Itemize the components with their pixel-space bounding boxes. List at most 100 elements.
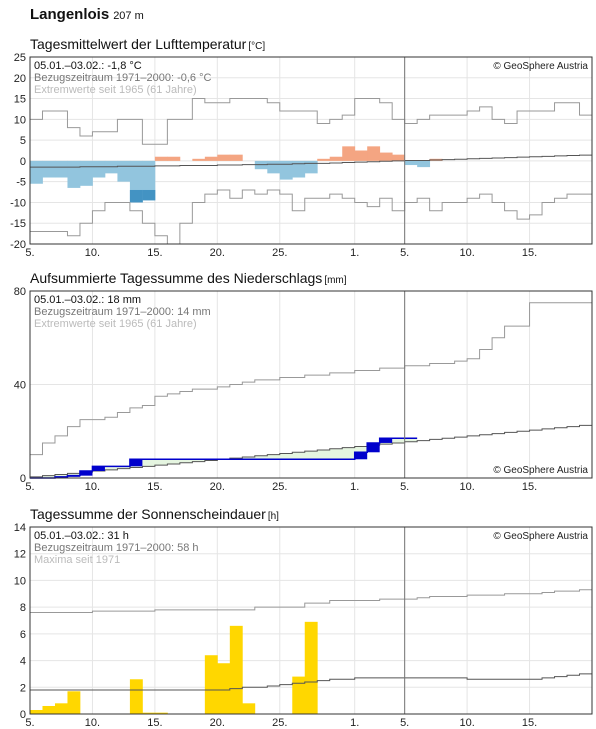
sun-legend-1: Bezugszeitraum 1971–2000: 58 h xyxy=(34,542,199,554)
temp-bar xyxy=(329,156,343,161)
temp-bar xyxy=(392,154,406,161)
temp-bar xyxy=(354,150,368,161)
precip-legend-0: 05.01.–03.02.: 18 mm xyxy=(34,294,141,306)
sun-x-tick-label: 10. xyxy=(459,717,474,729)
temp-bar xyxy=(417,160,431,168)
temp-bar xyxy=(92,160,106,178)
sun-y-tick-label: 14 xyxy=(14,522,26,534)
temp-x-tick-label: 5. xyxy=(400,247,409,259)
temp-bar xyxy=(342,146,356,161)
sun-bar xyxy=(229,625,243,714)
precip-y-tick-label: 80 xyxy=(14,286,26,298)
precip-daily-block xyxy=(54,476,68,478)
precip-daily-block xyxy=(92,466,105,471)
precip-reference-line xyxy=(30,424,592,478)
temp-bar xyxy=(279,160,293,180)
temp-credit: © GeoSphere Austria xyxy=(493,61,588,72)
temperature-chart: -20 -15 -10 -5 0 5 10 15 20 25 5. 10. 15. 20. 25. 1. 5. 1… xyxy=(10,52,593,259)
temp-legend-1: Bezugszeitraum 1971–2000: -0,6 °C xyxy=(34,72,212,84)
sunshine-chart: 0 2 4 6 8 10 12 14 5. 10. 15. 20. 25. 1. 5. 10. 15. 05.01… xyxy=(14,522,593,729)
temp-bar xyxy=(117,160,131,182)
sun-bar xyxy=(292,676,306,714)
temp-bar xyxy=(204,156,218,161)
sun-bar xyxy=(154,712,168,714)
sun-y-tick-label: 12 xyxy=(14,549,26,561)
temp-bar-extreme xyxy=(129,189,143,203)
sun-credit: © GeoSphere Austria xyxy=(493,531,588,542)
precip-x-tick-label: 5. xyxy=(25,481,34,493)
temp-x-tick-label: 25. xyxy=(272,247,287,259)
station-altitude: 207 m xyxy=(113,10,144,22)
temp-y-tick-label: 10 xyxy=(14,114,26,126)
temp-bar xyxy=(217,154,231,161)
temp-x-tick-label: 10. xyxy=(459,247,474,259)
sun-y-tick-label: 10 xyxy=(14,575,26,587)
precipitation-title-text: Aufsummierte Tagessumme des Niederschlag… xyxy=(30,270,323,286)
sunshine-unit: [h] xyxy=(267,511,279,522)
temp-bar xyxy=(379,152,393,161)
temp-bar xyxy=(229,154,243,161)
sun-x-tick-label: 15. xyxy=(522,717,537,729)
precip-y-tick-label: 40 xyxy=(14,380,26,392)
temp-bar xyxy=(54,160,68,178)
sun-y-tick-label: 0 xyxy=(20,709,26,721)
temp-extreme-min-line xyxy=(30,189,592,245)
sunshine-title-text: Tagessumme der Sonnenscheindauer xyxy=(30,506,266,522)
temp-y-tick-label: -15 xyxy=(10,218,26,230)
sun-reference-line xyxy=(30,673,592,691)
precip-x-tick-label: 10. xyxy=(459,481,474,493)
precip-daily-block xyxy=(79,470,93,476)
temp-legend-2: Extremwerte seit 1965 (61 Jahre) xyxy=(34,84,197,96)
precip-extreme-line xyxy=(30,302,592,456)
precip-plot-border xyxy=(29,290,593,479)
temp-bar xyxy=(67,160,81,188)
precip-daily-block xyxy=(129,459,143,467)
temp-y-tick-label: -10 xyxy=(10,197,26,209)
precip-surplus-area xyxy=(30,438,418,478)
sun-bar xyxy=(204,655,218,714)
temp-y-tick-label: 25 xyxy=(14,52,26,64)
sun-legend-0: 05.01.–03.02.: 31 h xyxy=(34,530,129,542)
sun-x-tick-label: 5. xyxy=(25,717,34,729)
temp-bar xyxy=(42,160,56,178)
sun-x-tick-label: 25. xyxy=(272,717,287,729)
precip-legend-2: Extremwerte seit 1965 (61 Jahre) xyxy=(34,318,197,330)
temp-y-tick-label: -20 xyxy=(10,239,26,251)
temp-x-tick-label: 20. xyxy=(210,247,225,259)
precip-daily-block xyxy=(354,452,368,460)
temp-bar xyxy=(167,156,181,161)
sun-bar xyxy=(67,691,81,714)
sun-x-tick-label: 1. xyxy=(350,717,359,729)
sun-bar xyxy=(129,679,143,714)
temp-bar xyxy=(404,160,418,166)
temperature-title: Tagesmittelwert der Lufttemperatur [°C] xyxy=(30,36,265,52)
sun-legend-2: Maxima seit 1971 xyxy=(34,554,120,566)
temp-x-tick-label: 5. xyxy=(25,247,34,259)
precip-x-tick-label: 25. xyxy=(272,481,287,493)
precip-daily-block xyxy=(367,442,380,453)
sun-plot-border xyxy=(29,526,593,715)
precipitation-unit: [mm] xyxy=(324,275,347,286)
precip-daily-block xyxy=(67,475,80,477)
precip-legend-1: Bezugszeitraum 1971–2000: 14 mm xyxy=(34,306,211,318)
temperature-unit: [°C] xyxy=(248,41,266,52)
temp-extreme-max-line xyxy=(30,98,592,145)
temp-y-tick-label: 0 xyxy=(20,156,26,168)
sun-x-tick-label: 20. xyxy=(210,717,225,729)
sun-bar xyxy=(54,703,68,714)
temp-reference-line xyxy=(30,154,592,168)
temp-bar xyxy=(192,158,206,161)
sun-x-tick-label: 10. xyxy=(85,717,100,729)
temp-x-tick-label: 15. xyxy=(522,247,537,259)
sun-maxima-line xyxy=(30,589,592,613)
temp-bar xyxy=(292,160,306,178)
sun-bar xyxy=(142,712,156,714)
temp-y-tick-label: 15 xyxy=(14,94,26,106)
precip-credit: © GeoSphere Austria xyxy=(493,465,588,476)
sun-bar xyxy=(30,709,43,714)
sun-x-tick-label: 15. xyxy=(147,717,162,729)
temp-x-tick-label: 1. xyxy=(350,247,359,259)
temp-y-tick-label: 5 xyxy=(20,135,26,147)
sun-y-tick-label: 8 xyxy=(20,602,26,614)
station-name: Langenlois xyxy=(30,6,110,23)
